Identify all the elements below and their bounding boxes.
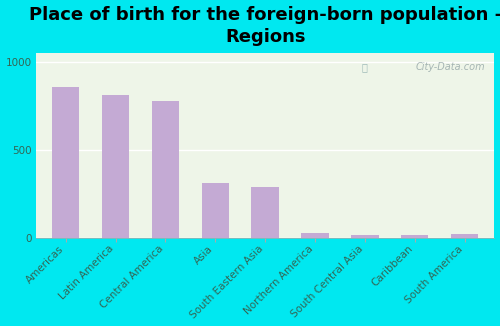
Bar <box>351 235 378 238</box>
Title: Place of birth for the foreign-born population -
Regions: Place of birth for the foreign-born popu… <box>28 6 500 46</box>
Bar <box>202 183 229 238</box>
Bar <box>302 233 328 238</box>
Bar <box>152 101 179 238</box>
Bar <box>252 187 279 238</box>
Bar <box>451 234 478 238</box>
Text: Ⓢ: Ⓢ <box>362 62 368 72</box>
Text: City-Data.com: City-Data.com <box>416 62 486 72</box>
Bar <box>102 95 130 238</box>
Bar <box>52 87 80 238</box>
Bar <box>401 235 428 238</box>
